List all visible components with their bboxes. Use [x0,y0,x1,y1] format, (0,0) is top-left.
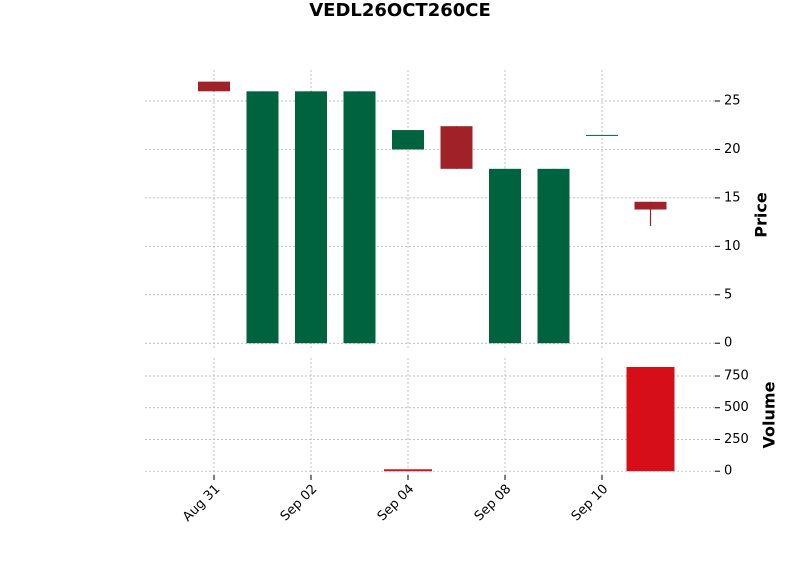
candle-body [586,134,618,136]
price-tick-label: 25 [724,94,741,109]
candle-body [198,81,230,92]
candle-body [440,126,473,169]
candle-body [295,91,327,344]
price-axis-label: Price [752,192,771,238]
volume-tick-label: 750 [724,369,749,384]
price-tick-label: 0 [724,336,732,351]
candle-body [392,130,424,150]
price-tick-label: 5 [724,287,732,302]
volume-axis-label: Volume [760,381,779,448]
candle-body [537,168,570,344]
x-tick-label: Aug 31 [180,482,223,525]
x-tick-label: Sep 02 [278,482,321,525]
volume-bar [384,469,432,472]
price-tick-label: 20 [724,142,741,157]
candle-body [634,201,667,210]
candle-body [489,168,521,344]
volume-tick-label: 0 [724,464,732,479]
x-tick-label: Sep 10 [569,482,612,525]
x-tick-label: Sep 04 [375,482,418,525]
volume-tick-label: 500 [724,400,749,415]
volume-tick-label: 250 [724,432,749,447]
price-tick-label: 10 [724,239,741,254]
price-tick-label: 15 [724,190,741,205]
chart-title: VEDL26OCT260CE [309,0,491,21]
candle-body [246,91,279,344]
volume-bar [626,367,675,472]
candle-body [343,91,376,344]
x-tick-label: Sep 08 [472,482,515,525]
